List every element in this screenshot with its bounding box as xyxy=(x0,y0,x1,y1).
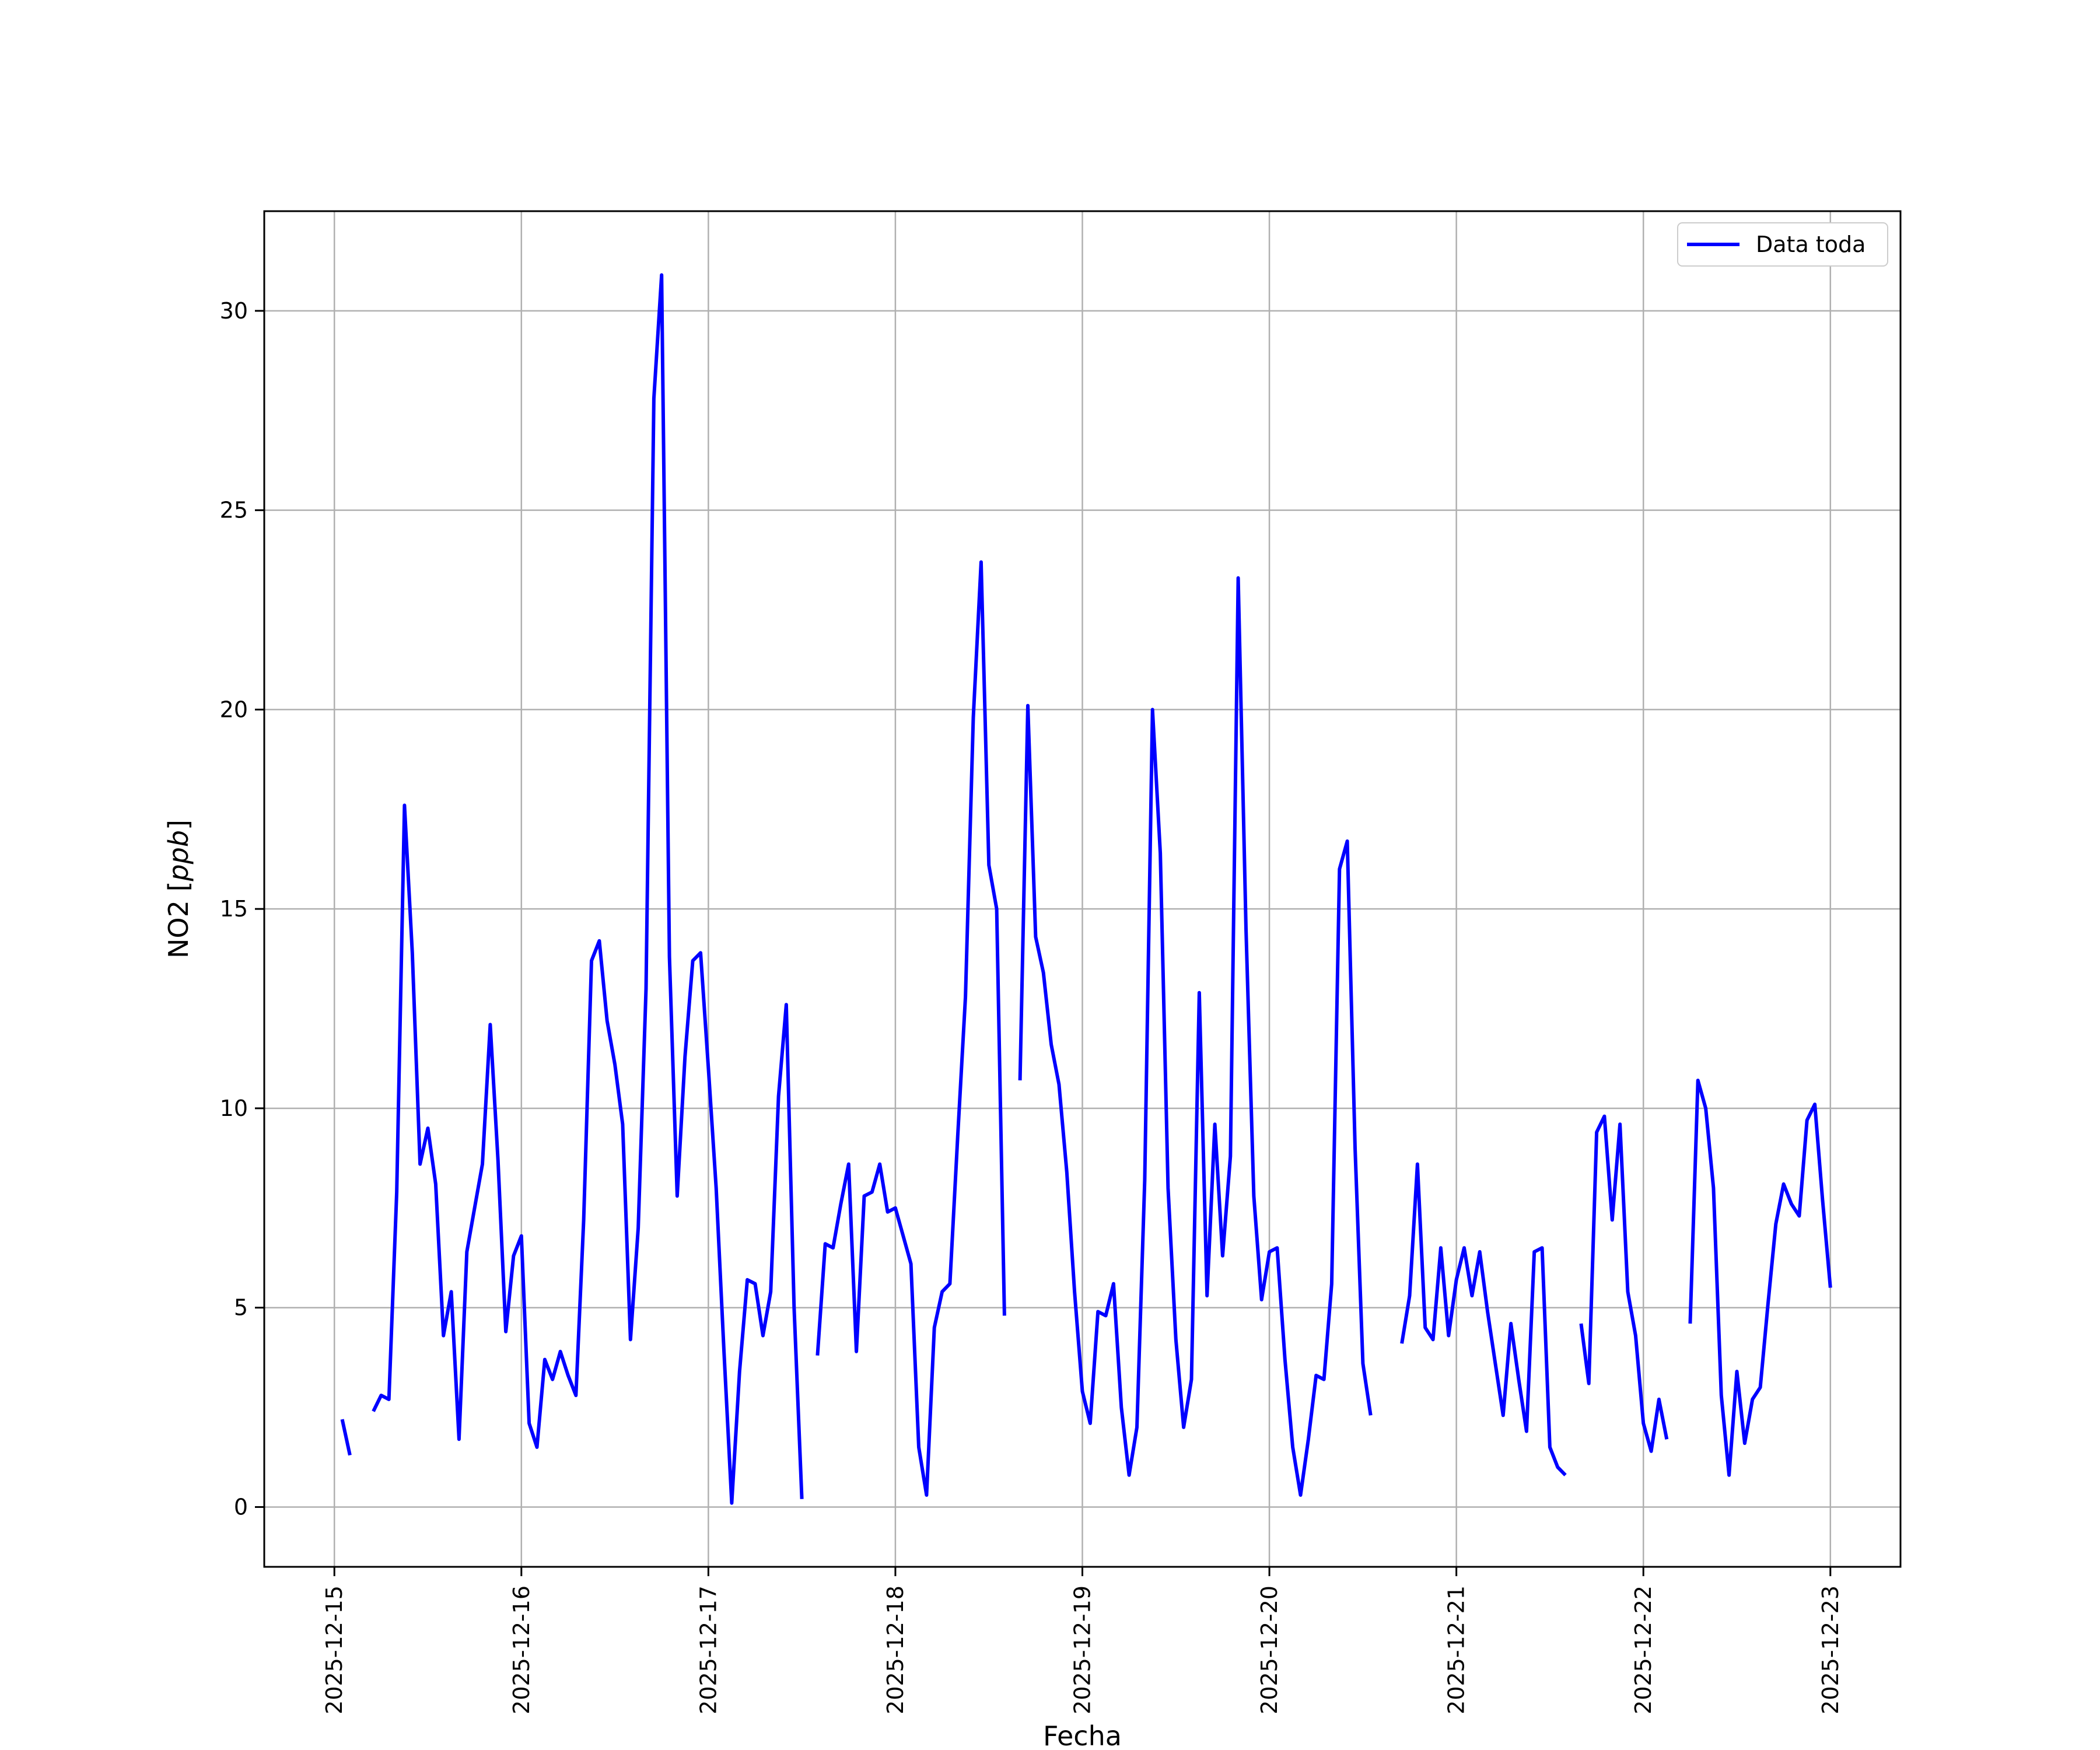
series-line-segment xyxy=(1400,1162,1567,1476)
x-tick-label: 2025-12-16 xyxy=(509,1586,534,1714)
y-tick-label: 10 xyxy=(220,1096,248,1121)
series-line-segment xyxy=(340,1419,352,1456)
x-axis-ticks: 2025-12-15 2025-12-16 2025-12-17 2025-12-18… xyxy=(321,1567,1843,1714)
x-tick-label: 2025-12-20 xyxy=(1256,1586,1282,1714)
series-line-segment xyxy=(1579,1114,1669,1453)
series-line-segment xyxy=(1688,1079,1832,1477)
x-tick-label: 2025-12-18 xyxy=(883,1586,908,1714)
y-tick-label: 20 xyxy=(220,696,248,722)
legend: Data toda xyxy=(1677,222,1888,267)
x-tick-label: 2025-12-22 xyxy=(1630,1586,1656,1714)
y-axis-title-unit: ppb xyxy=(163,830,194,882)
x-tick-label: 2025-12-21 xyxy=(1444,1586,1469,1714)
y-axis-title: NO2 [ppb] xyxy=(163,820,194,958)
x-axis-title: Fecha xyxy=(1043,1720,1122,1750)
y-tick-label: 25 xyxy=(220,498,248,523)
legend-label-data-toda: Data toda xyxy=(1756,232,1866,257)
x-tick-label: 2025-12-23 xyxy=(1818,1586,1843,1714)
y-axis-title-suffix: ] xyxy=(163,820,194,830)
x-tick-label: 2025-12-17 xyxy=(695,1586,721,1714)
series-line-segment xyxy=(1018,576,1373,1497)
y-tick-label: 0 xyxy=(234,1494,248,1520)
grid-lines xyxy=(264,211,1901,1567)
x-tick-label: 2025-12-15 xyxy=(321,1586,347,1714)
y-axis-title-prefix: NO2 [ xyxy=(163,881,194,958)
y-axis-ticks: 0 5 10 15 20 25 30 xyxy=(220,298,264,1520)
series-line-segment xyxy=(372,273,804,1505)
legend-box xyxy=(1677,222,1888,267)
y-tick-label: 5 xyxy=(234,1295,248,1321)
series-lines xyxy=(340,273,1832,1505)
series-line-segment xyxy=(816,560,1006,1497)
y-tick-label: 15 xyxy=(220,896,248,922)
y-tick-label: 30 xyxy=(220,298,248,324)
x-tick-label: 2025-12-19 xyxy=(1070,1586,1096,1714)
